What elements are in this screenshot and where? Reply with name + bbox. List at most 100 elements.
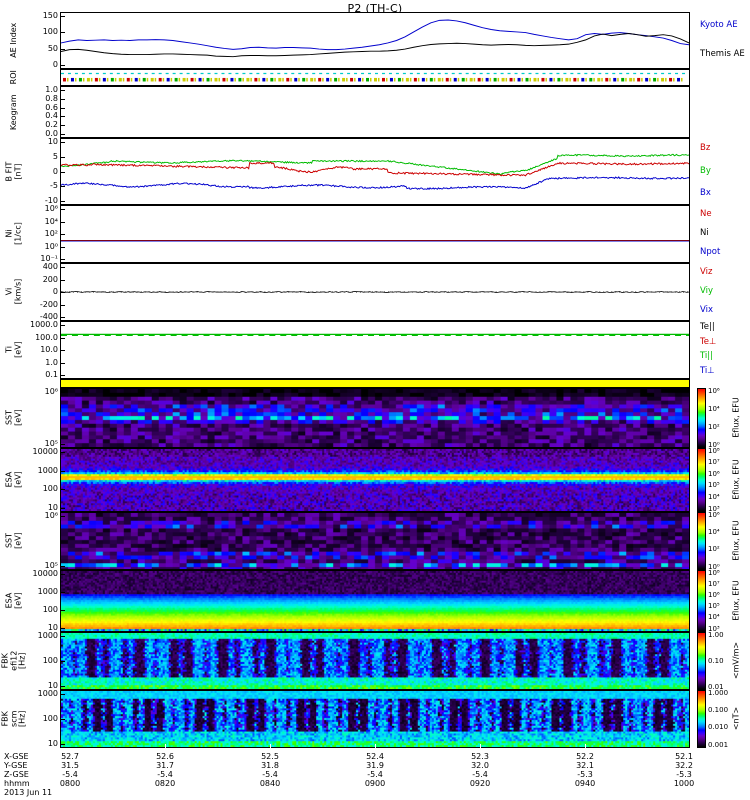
data-trace xyxy=(61,176,689,191)
ni-plot xyxy=(61,239,689,242)
roi-marker xyxy=(62,77,66,82)
axis-time-label: 0920 xyxy=(469,779,491,788)
roi-plot xyxy=(61,72,689,82)
fbk-scm-spectrogram xyxy=(61,691,689,747)
roi-marker xyxy=(306,77,308,82)
panel-esa-electron xyxy=(60,448,690,512)
colorbar-tick-label: 1.000 xyxy=(708,688,729,697)
y-axis-title: ESA [eV] xyxy=(4,471,23,488)
roi-marker xyxy=(677,77,681,82)
y-tick-label: -5 xyxy=(50,181,58,191)
esa-ion-spectrogram xyxy=(61,571,689,631)
roi-marker xyxy=(270,77,274,82)
colorbar xyxy=(697,388,706,448)
colorbar-title: <nT> xyxy=(731,706,741,731)
roi-marker xyxy=(517,77,521,82)
y-tick-mark xyxy=(60,259,65,260)
axis-row-label: X-GSE xyxy=(4,752,29,761)
panel-mode-bar xyxy=(60,379,690,388)
roi-marker xyxy=(246,77,250,82)
panel-sst-ion xyxy=(60,512,690,570)
y-tick-mark xyxy=(60,209,65,210)
roi-marker xyxy=(449,77,452,82)
y-tick-mark xyxy=(60,489,65,490)
colorbar-tick-label: 10⁴ xyxy=(708,527,720,536)
y-tick-mark xyxy=(60,247,65,248)
roi-marker xyxy=(302,77,306,82)
y-tick-mark xyxy=(60,686,65,687)
colorbar xyxy=(697,448,706,512)
roi-marker xyxy=(497,77,500,82)
roi-marker xyxy=(421,77,425,82)
y-tick-label: 200 xyxy=(42,274,58,284)
y-tick-mark xyxy=(60,444,65,445)
y-tick-mark xyxy=(60,471,65,472)
series-label: Ti|| xyxy=(700,351,714,362)
roi-marker xyxy=(397,77,401,82)
colorbar-title: Eflux, EFU xyxy=(731,459,741,500)
colorbar-tick-label: 10⁸ xyxy=(708,446,720,455)
roi-marker xyxy=(529,77,532,82)
x-tick-mark xyxy=(480,744,481,748)
data-trace xyxy=(61,161,689,177)
y-tick-label: 100 xyxy=(42,484,58,494)
axis-time-label: 0820 xyxy=(154,779,176,788)
y-tick-label: 1000.0 xyxy=(30,320,58,329)
colorbar-tick-label: 0.01 xyxy=(708,682,724,691)
roi-marker xyxy=(158,77,162,82)
axis-value: 32.1 xyxy=(576,761,594,770)
panel-ae-index xyxy=(60,12,690,69)
roi-marker xyxy=(166,77,170,82)
roi-marker xyxy=(661,77,665,82)
roi-marker xyxy=(310,77,314,82)
y-tick-label: -200 xyxy=(39,299,58,309)
axis-value: 31.9 xyxy=(366,761,384,770)
date-label: 2013 Jun 11 xyxy=(4,788,53,797)
roi-marker xyxy=(445,77,449,82)
roi-marker xyxy=(202,77,205,82)
roi-marker xyxy=(210,77,213,82)
colorbar-tick-label: 10⁷ xyxy=(708,579,720,588)
roi-marker xyxy=(70,77,74,82)
roi-marker xyxy=(601,77,603,82)
roi-marker xyxy=(425,77,428,82)
roi-marker xyxy=(533,77,537,82)
y-tick-label: 1.0 xyxy=(45,85,58,94)
roi-marker xyxy=(597,77,601,82)
series-label: Viy xyxy=(700,286,714,296)
y-tick-label: 0.1 xyxy=(45,370,58,379)
series-label: Themis AE xyxy=(700,48,745,59)
roi-marker xyxy=(521,77,524,82)
y-axis-title: B FIT [nT] xyxy=(4,161,23,181)
roi-marker xyxy=(433,77,436,82)
roi-marker xyxy=(629,77,633,82)
roi-marker xyxy=(98,77,101,82)
roi-marker xyxy=(354,77,356,82)
y-tick-label: 10 xyxy=(47,137,58,146)
y-tick-label: 1000 xyxy=(37,587,58,596)
colorbar-title: Eflux, EFU xyxy=(731,520,741,561)
y-tick-mark xyxy=(60,234,65,235)
roi-marker xyxy=(334,77,338,82)
roi-marker xyxy=(82,77,85,82)
colorbar xyxy=(697,570,706,632)
roi-marker xyxy=(142,77,146,82)
roi-marker xyxy=(250,77,252,82)
y-tick-label: 1000 xyxy=(37,465,58,475)
panel-sst-electron xyxy=(60,388,690,448)
y-tick-mark xyxy=(60,392,65,393)
colorbar-tick-label: 10⁴ xyxy=(708,404,720,413)
y-tick-label: 400 xyxy=(42,262,58,271)
roi-marker xyxy=(150,77,154,82)
roi-marker xyxy=(222,77,226,82)
panel-ti xyxy=(60,321,690,379)
colorbar-tick-label: 10⁷ xyxy=(708,458,720,467)
roi-marker xyxy=(393,77,396,82)
axis-value: -5.4 xyxy=(472,770,488,779)
axis-time-label: 0900 xyxy=(364,779,386,788)
series-label: Kyoto AE xyxy=(700,20,738,31)
roi-marker xyxy=(190,77,194,82)
roi-marker xyxy=(673,77,675,82)
axis-value: 52.2 xyxy=(576,752,594,761)
y-tick-label: 0.4 xyxy=(45,111,58,121)
